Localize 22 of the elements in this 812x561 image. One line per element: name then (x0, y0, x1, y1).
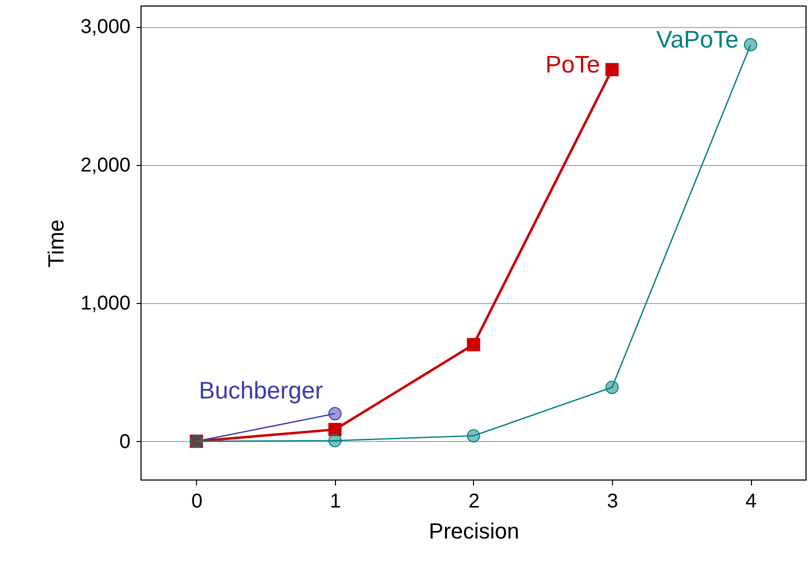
x-axis-title: Precision (428, 518, 520, 544)
point (328, 434, 342, 448)
point (466, 429, 480, 442)
x-tick-label: 2 (468, 490, 480, 512)
point (605, 62, 619, 76)
y-axis-title: Time (43, 219, 68, 268)
x-tick-label: 3 (606, 490, 618, 512)
point (466, 338, 480, 352)
x-tick-label: 0 (191, 490, 202, 512)
point (605, 380, 619, 394)
series-label: PoTe (545, 52, 600, 79)
y-tick-label: 0 (119, 430, 130, 453)
point (328, 407, 342, 420)
point (328, 422, 342, 436)
x-tick-label: 4 (746, 490, 757, 512)
point (744, 38, 758, 52)
series-label: Buchberger (198, 378, 323, 405)
x-tick-label: 1 (330, 490, 342, 512)
y-tick-label: 1,000 (80, 292, 130, 315)
series-label: VaPoTe (656, 26, 739, 54)
y-tick-label: 3,000 (80, 16, 130, 38)
y-tick-label: 2,000 (80, 154, 130, 176)
